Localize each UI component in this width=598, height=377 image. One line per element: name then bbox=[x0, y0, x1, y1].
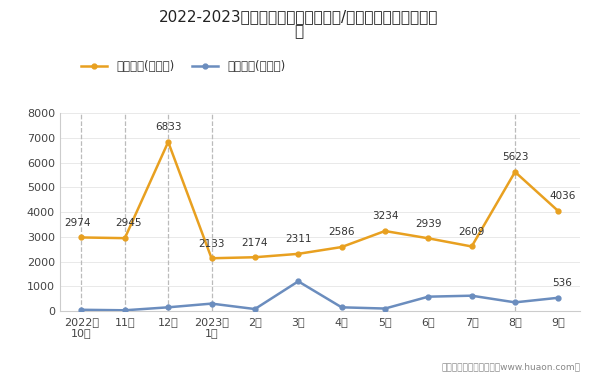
进口总额(万美元) bbox=[121, 308, 129, 313]
出口总额(万美元) bbox=[121, 236, 129, 241]
Text: 2133: 2133 bbox=[199, 239, 225, 248]
Text: 6833: 6833 bbox=[155, 122, 181, 132]
进口总额(万美元) bbox=[208, 301, 215, 306]
出口总额(万美元) bbox=[251, 255, 258, 259]
Text: 4036: 4036 bbox=[550, 192, 576, 201]
出口总额(万美元) bbox=[338, 245, 345, 249]
Text: 3234: 3234 bbox=[372, 211, 398, 221]
进口总额(万美元) bbox=[382, 306, 389, 311]
出口总额(万美元) bbox=[555, 209, 562, 213]
出口总额(万美元) bbox=[78, 235, 85, 240]
Text: 536: 536 bbox=[553, 278, 572, 288]
出口总额(万美元) bbox=[164, 140, 172, 144]
Text: 2586: 2586 bbox=[328, 227, 355, 238]
进口总额(万美元) bbox=[78, 308, 85, 312]
进口总额(万美元) bbox=[555, 296, 562, 300]
Text: 计: 计 bbox=[294, 25, 304, 40]
进口总额(万美元) bbox=[468, 293, 475, 298]
进口总额(万美元) bbox=[164, 305, 172, 310]
出口总额(万美元) bbox=[295, 251, 302, 256]
Text: 制图：华经产业研究院（www.huaon.com）: 制图：华经产业研究院（www.huaon.com） bbox=[441, 362, 580, 371]
进口总额(万美元) bbox=[511, 300, 518, 305]
进口总额(万美元) bbox=[338, 305, 345, 310]
出口总额(万美元) bbox=[468, 244, 475, 249]
Text: 2939: 2939 bbox=[415, 219, 441, 228]
Text: 2945: 2945 bbox=[116, 218, 142, 228]
Text: 2022-2023年石河子市（境内目的地/货源地）进、出口额统: 2022-2023年石河子市（境内目的地/货源地）进、出口额统 bbox=[159, 9, 439, 25]
Text: 2174: 2174 bbox=[242, 238, 268, 248]
Text: 2609: 2609 bbox=[459, 227, 485, 237]
Line: 进口总额(万美元): 进口总额(万美元) bbox=[79, 279, 561, 313]
Text: 2974: 2974 bbox=[64, 218, 90, 228]
Line: 出口总额(万美元): 出口总额(万美元) bbox=[79, 139, 561, 261]
进口总额(万美元) bbox=[295, 279, 302, 284]
Legend: 出口总额(万美元), 进口总额(万美元): 出口总额(万美元), 进口总额(万美元) bbox=[76, 56, 291, 78]
Text: 2311: 2311 bbox=[285, 234, 312, 244]
出口总额(万美元) bbox=[425, 236, 432, 241]
出口总额(万美元) bbox=[382, 229, 389, 233]
出口总额(万美元) bbox=[208, 256, 215, 261]
进口总额(万美元) bbox=[425, 294, 432, 299]
出口总额(万美元) bbox=[511, 170, 518, 174]
Text: 5623: 5623 bbox=[502, 152, 528, 162]
进口总额(万美元) bbox=[251, 307, 258, 311]
